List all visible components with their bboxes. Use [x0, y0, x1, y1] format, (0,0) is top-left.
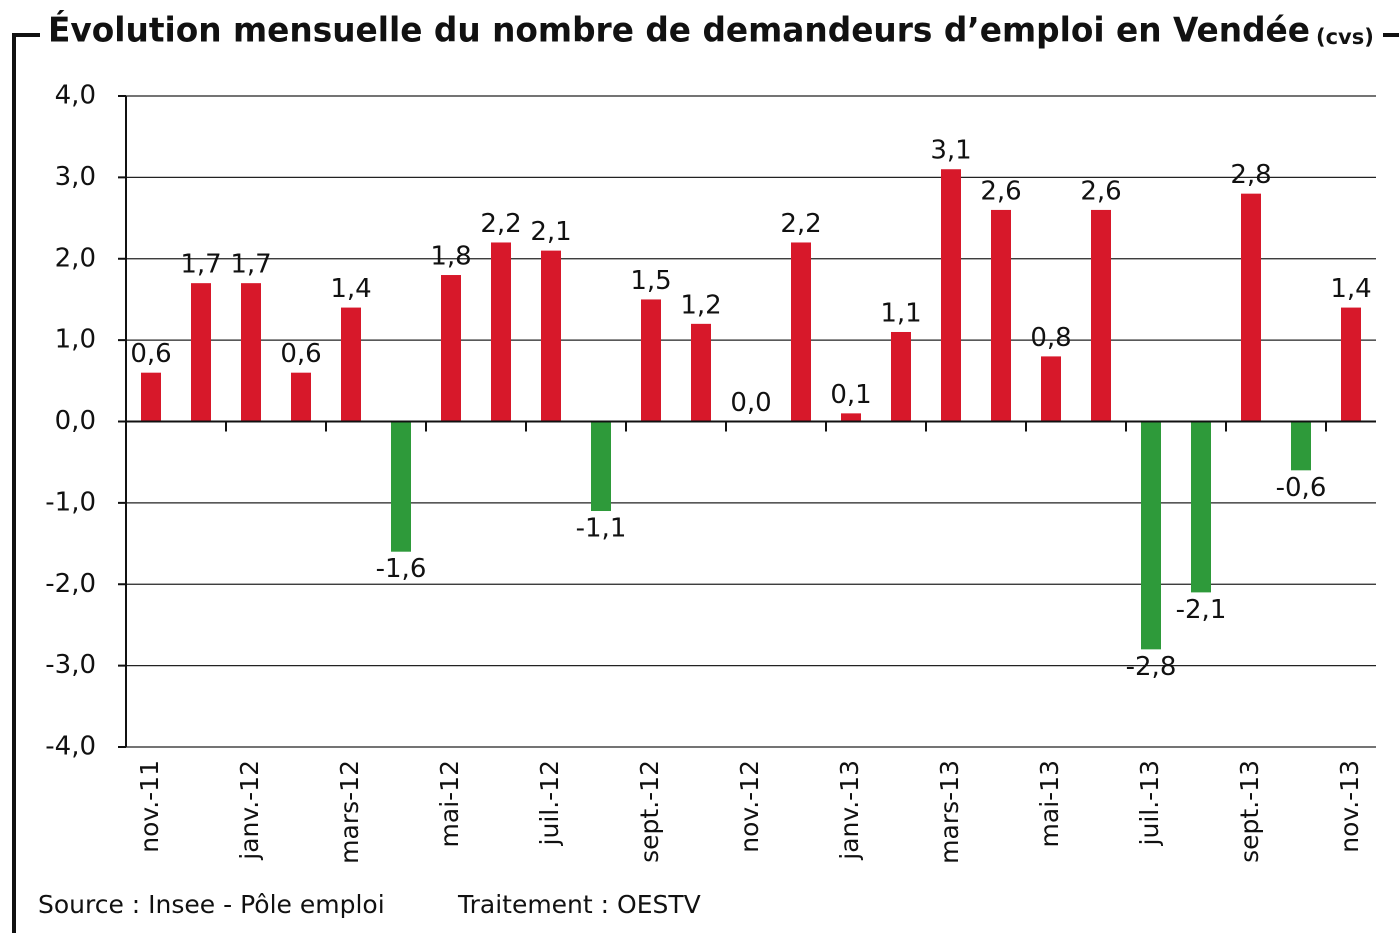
bar: [1191, 421, 1211, 593]
bar: [1091, 209, 1111, 422]
title-note: (cvs): [1316, 25, 1374, 49]
value-label: 1,1: [880, 298, 921, 328]
bar: [141, 372, 161, 422]
value-label: 1,7: [180, 250, 221, 280]
value-label: 0,6: [130, 339, 171, 369]
value-label: 0,6: [280, 339, 321, 369]
x-tick-label: sept.-13: [1235, 760, 1264, 863]
bar: [591, 421, 611, 512]
value-label: 2,1: [530, 217, 571, 247]
bar: [941, 169, 961, 422]
x-tick-label: juil.-13: [1135, 760, 1164, 846]
bar: [291, 372, 311, 422]
y-tick-label: -1,0: [45, 487, 96, 517]
value-label: 0,1: [830, 380, 871, 410]
value-label: 1,4: [1330, 274, 1371, 304]
value-label: 3,1: [930, 136, 971, 166]
bar: [1141, 421, 1161, 650]
y-tick-label: 4,0: [55, 81, 96, 111]
bar: [1291, 421, 1311, 471]
bar: [1241, 193, 1261, 422]
value-label: -2,8: [1126, 652, 1177, 682]
x-tick-label: sept.-12: [635, 760, 664, 863]
value-label: 0,0: [730, 388, 771, 418]
y-tick-label: 1,0: [55, 325, 96, 355]
y-tick-label: -4,0: [45, 732, 96, 762]
value-label: 1,4: [330, 274, 371, 304]
bar: [891, 331, 911, 422]
x-tick-label: nov.-11: [135, 760, 164, 853]
bar: [791, 242, 811, 422]
y-tick-label: 0,0: [55, 406, 96, 436]
x-tick-label: nov.-13: [1335, 760, 1364, 853]
value-label: 1,5: [630, 266, 671, 296]
value-label: 1,7: [230, 250, 271, 280]
y-tick-label: 3,0: [55, 162, 96, 192]
x-tick-label: mars-13: [935, 760, 964, 864]
bar: [641, 299, 661, 422]
value-label: -0,6: [1276, 473, 1327, 503]
bar: [691, 323, 711, 422]
bar: [391, 421, 411, 552]
bar: [991, 209, 1011, 422]
value-label: -1,6: [376, 554, 427, 584]
x-tick-label: mai-12: [435, 760, 464, 847]
x-tick-label: janv.-12: [235, 760, 264, 861]
x-tick-label: mai-13: [1035, 760, 1064, 847]
y-tick-label: -3,0: [45, 650, 96, 680]
value-label: -1,1: [576, 514, 627, 544]
value-label: 2,2: [480, 209, 521, 239]
y-tick-label: -2,0: [45, 569, 96, 599]
x-tick-label: juil.-12: [535, 760, 564, 846]
bar: [241, 283, 261, 422]
chart-title: Évolution mensuelle du nombre de demande…: [48, 10, 1310, 51]
bar: [191, 283, 211, 422]
value-label: 1,2: [680, 290, 721, 320]
x-tick-label: mars-12: [335, 760, 364, 864]
value-label: 2,6: [980, 176, 1021, 206]
bar: [491, 242, 511, 422]
value-label: 0,8: [1030, 323, 1071, 353]
bar: [341, 307, 361, 422]
x-tick-label: janv.-13: [835, 760, 864, 861]
y-tick-label: 2,0: [55, 243, 96, 273]
value-label: 2,8: [1230, 160, 1271, 190]
source: Source : Insee - Pôle emploi: [38, 890, 385, 919]
bar: [541, 250, 561, 422]
value-label: 2,2: [780, 209, 821, 239]
bar: [841, 413, 861, 422]
value-label: 2,6: [1080, 176, 1121, 206]
bar: [1041, 356, 1061, 422]
bar: [441, 275, 461, 422]
value-label: -2,1: [1176, 595, 1227, 625]
processing: Traitement : OESTV: [457, 890, 701, 919]
value-label: 1,8: [430, 242, 471, 272]
x-tick-label: nov.-12: [735, 760, 764, 853]
bar: [1341, 307, 1361, 422]
